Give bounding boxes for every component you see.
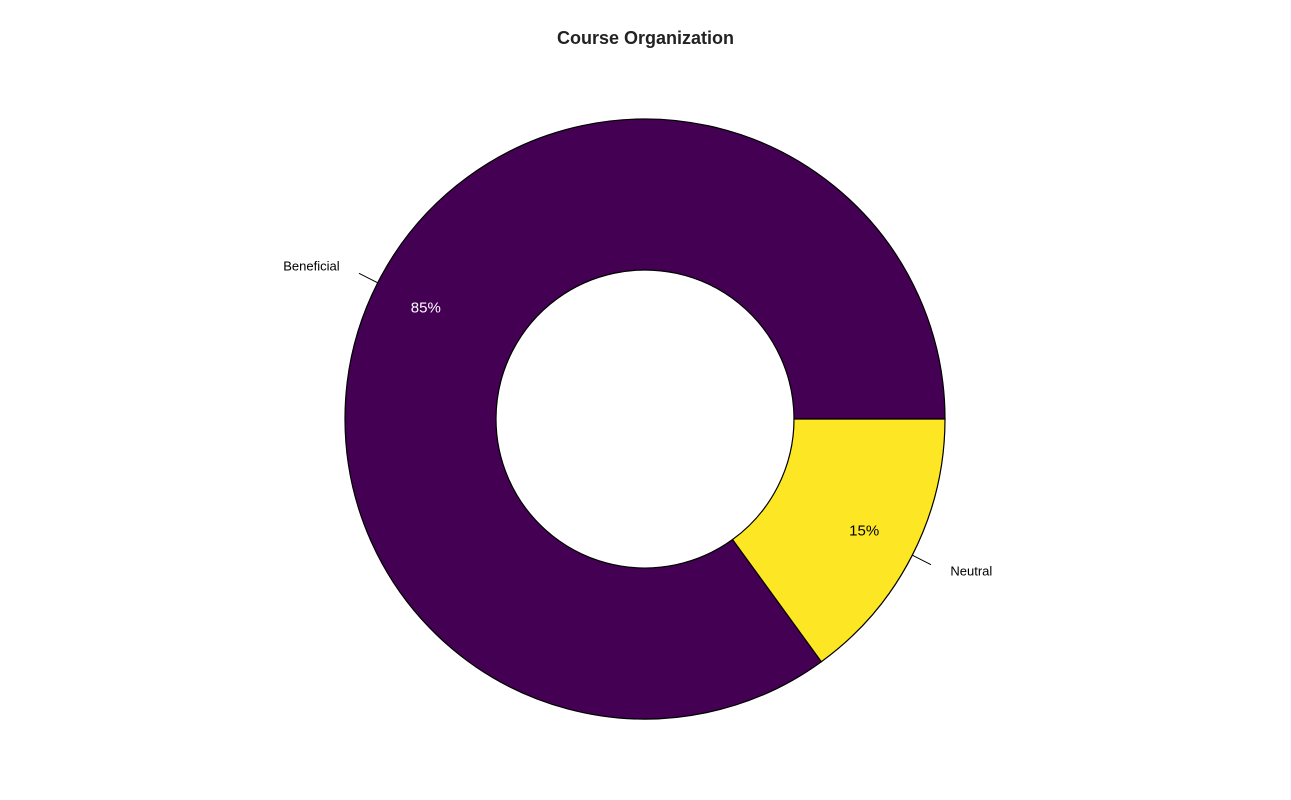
percent-label-beneficial: 85%	[411, 299, 441, 316]
slice-neutral	[731, 418, 946, 663]
percent-label-neutral: 15%	[849, 523, 879, 540]
chart-title: Course Organization	[556, 28, 735, 48]
slice-beneficial	[344, 118, 946, 720]
leader-line-neutral	[912, 554, 932, 566]
slices-layer	[344, 118, 946, 720]
labels-layer: Beneficial 85% Neutral 15%	[283, 258, 992, 578]
category-label-neutral: Neutral	[950, 564, 992, 579]
leader-line-beneficial	[358, 272, 378, 284]
category-label-beneficial: Beneficial	[283, 258, 339, 273]
